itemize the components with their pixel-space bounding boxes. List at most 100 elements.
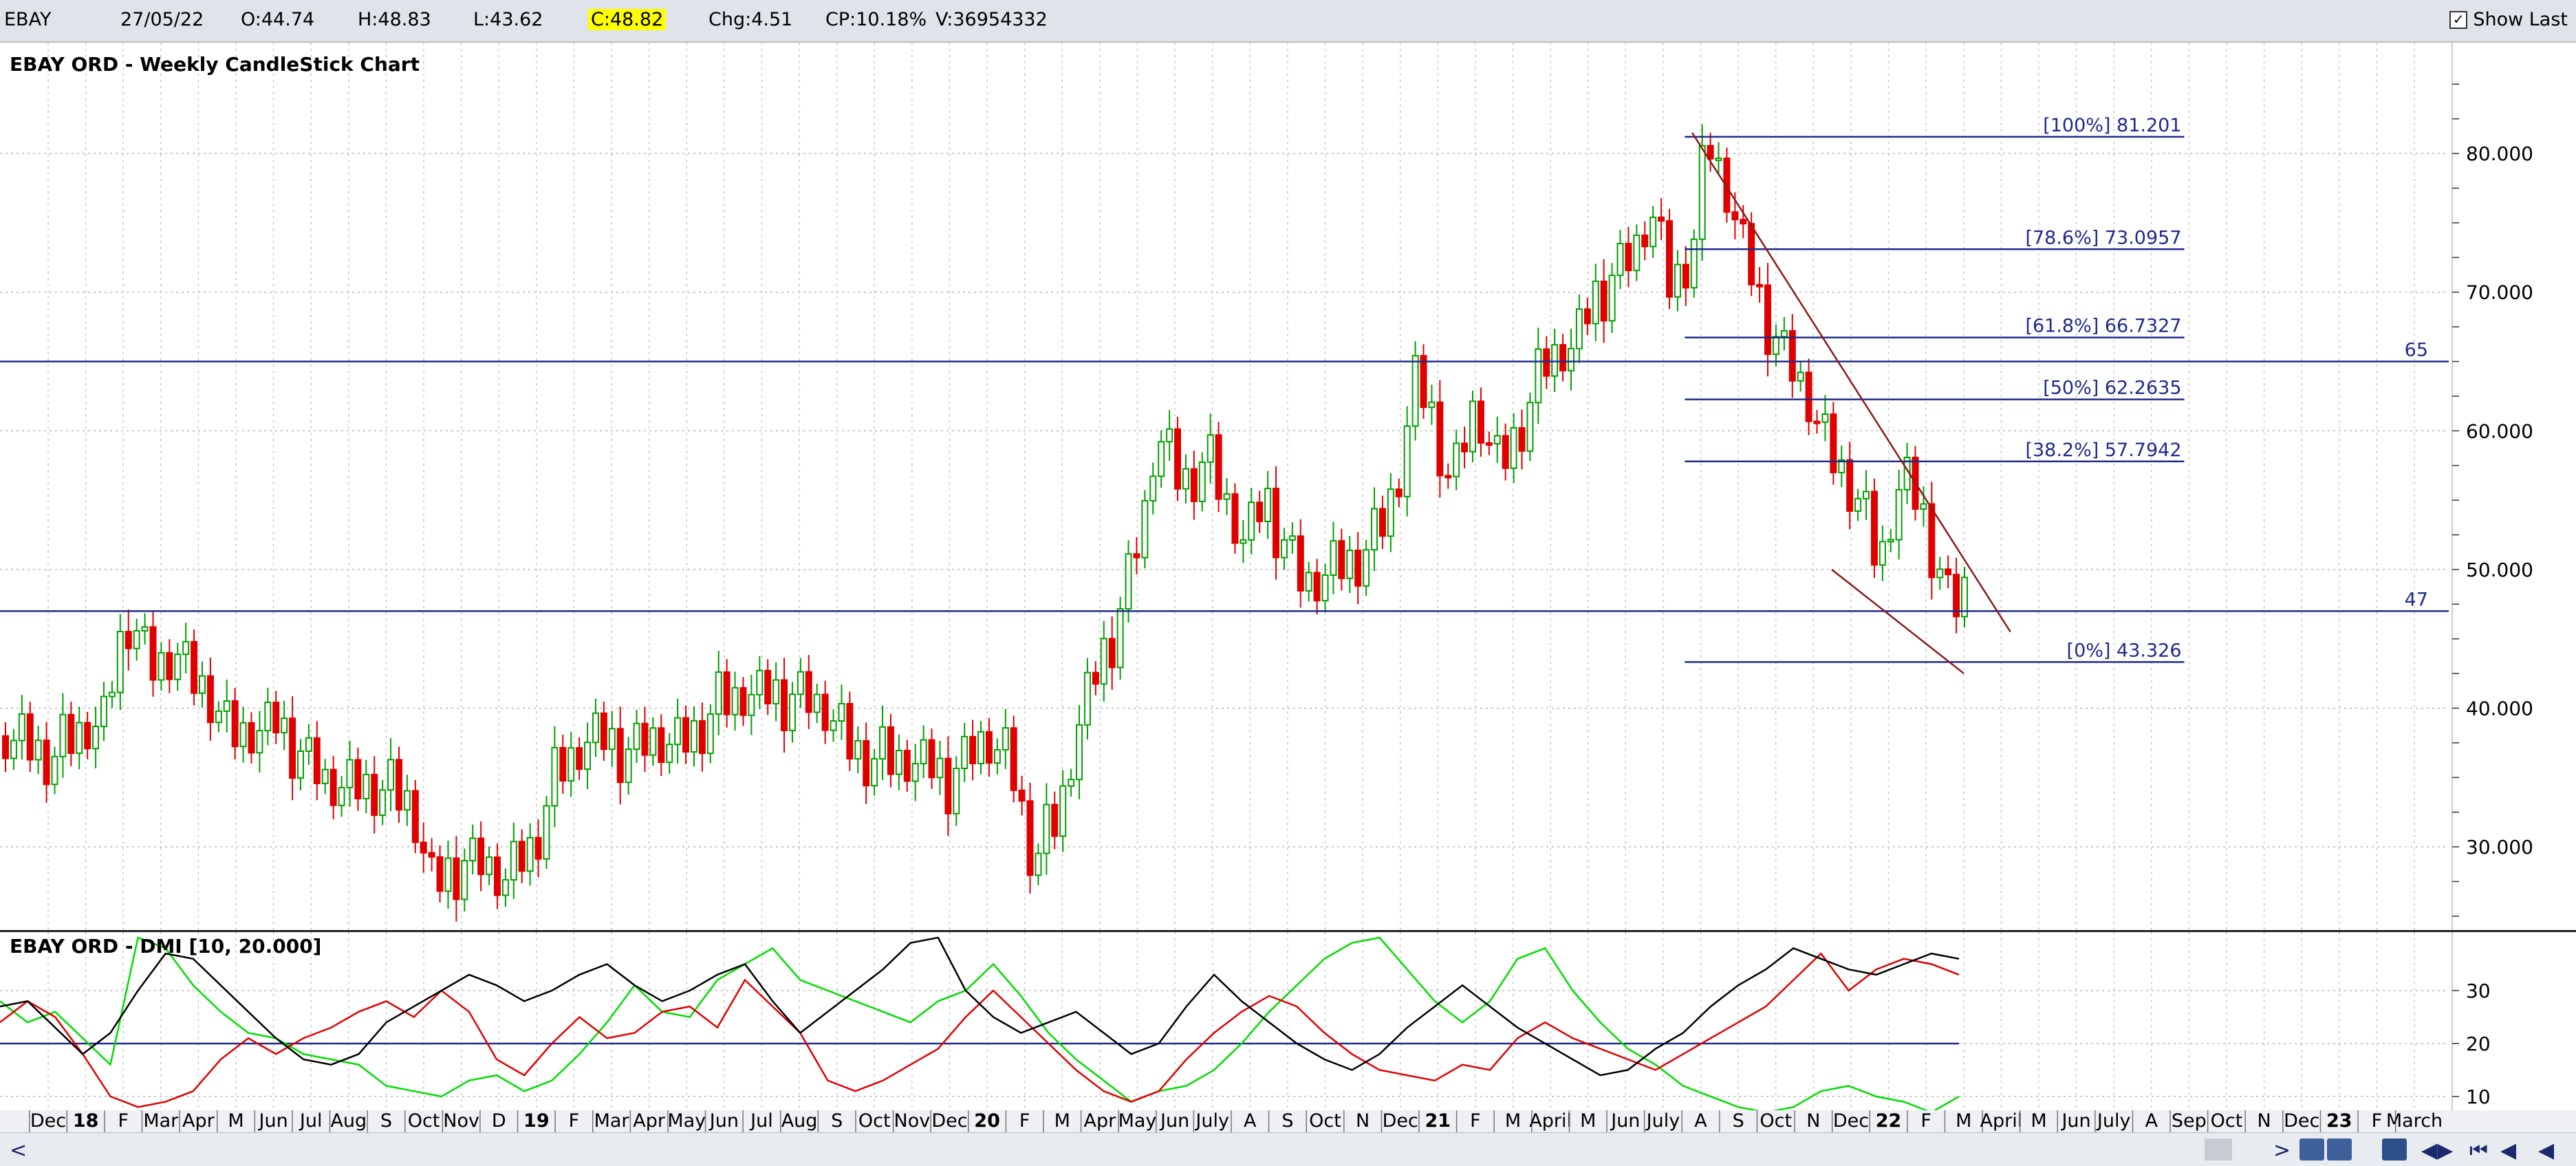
candlestick-series <box>2 124 1968 922</box>
candle-body <box>1305 572 1312 592</box>
go-start-icon[interactable]: ⏮ <box>2469 1138 2488 1163</box>
candle <box>1215 422 1222 512</box>
date-label: Jun <box>708 1110 739 1132</box>
date-label: M <box>1054 1110 1070 1132</box>
candle-body <box>1863 490 1870 499</box>
candle <box>321 759 329 795</box>
date-label: M <box>228 1110 243 1132</box>
candle-body <box>1288 535 1296 541</box>
candle-body <box>1141 499 1149 559</box>
candle <box>1493 416 1501 463</box>
candle <box>1076 704 1083 799</box>
date-label: S <box>831 1110 843 1132</box>
candle <box>133 618 140 661</box>
date-label: Mar <box>594 1110 630 1132</box>
candle-body <box>493 856 501 896</box>
candle-body <box>191 640 198 694</box>
candle <box>34 726 42 775</box>
first-page-icon[interactable]: ◀▶ <box>2421 1138 2454 1163</box>
candle <box>518 829 526 884</box>
candle <box>1141 490 1149 569</box>
date-label: 23 <box>2326 1110 2352 1132</box>
candle-body <box>1387 488 1394 537</box>
save-icon[interactable] <box>2382 1138 2407 1160</box>
candle-body <box>649 727 657 756</box>
candle-body <box>469 837 477 862</box>
scrollbar-thumb[interactable] <box>2205 1138 2232 1160</box>
dmi-tick-label: 10 <box>2466 1086 2491 1108</box>
scroll-left-button[interactable]: < <box>10 1138 28 1163</box>
scroll-navigation-bar[interactable]: < > ◀▶ ⏮ ◀ ◀ <box>0 1132 2576 1166</box>
dmi-chart[interactable]: 30 20 10 EBAY ORD - DMI [10, 20.000] <box>0 932 2576 1111</box>
candle <box>1846 442 1854 530</box>
candle-body <box>125 631 132 649</box>
candle <box>26 702 34 773</box>
candle <box>706 704 714 764</box>
candle <box>59 693 67 778</box>
candle-body <box>313 737 321 784</box>
date-label: Nov <box>894 1110 931 1132</box>
candle <box>1953 557 1960 634</box>
candle <box>1575 294 1583 363</box>
date-label: Jun <box>1610 1110 1640 1132</box>
price-chart[interactable]: 65 47 [100%] 81.201 [78.6%] 73.0957 [61.8%] … <box>0 43 2576 930</box>
step-back-icon[interactable]: ◀ <box>2500 1138 2517 1163</box>
price-grid <box>0 43 2449 930</box>
candle-body <box>182 640 190 656</box>
candle <box>387 738 395 812</box>
candle-body <box>133 630 140 649</box>
candle-body <box>698 720 706 755</box>
date-label: S <box>1281 1110 1293 1132</box>
candle <box>420 822 427 873</box>
candle <box>1879 525 1886 581</box>
candle-body <box>1059 785 1067 837</box>
candle-body <box>256 730 263 754</box>
candle <box>1526 392 1534 462</box>
candle <box>453 836 460 922</box>
candle <box>1658 198 1665 240</box>
candle <box>903 739 911 792</box>
candle <box>567 731 575 797</box>
candle-body <box>206 675 214 724</box>
candle <box>1059 770 1067 852</box>
candle-body <box>1206 434 1214 463</box>
show-last-checkbox[interactable]: ✓ <box>2449 10 2468 29</box>
candle-body <box>371 773 378 817</box>
candle-body <box>854 739 862 760</box>
candle-body <box>625 748 632 784</box>
candle <box>1428 385 1436 425</box>
step-forward-icon[interactable]: ◀ <box>2538 1138 2555 1163</box>
candle <box>944 736 952 836</box>
candle-body <box>59 713 67 757</box>
candle-body <box>1469 400 1477 453</box>
fibonacci-level-label: [38.2%] 57.7942 <box>2025 440 2181 461</box>
candle-body <box>1666 220 1674 298</box>
show-last-toggle[interactable]: ✓ Show Last <box>2449 9 2568 30</box>
candle <box>1231 483 1239 554</box>
zoom-in-icon[interactable] <box>2299 1138 2324 1160</box>
scroll-right-button[interactable]: > <box>2273 1138 2291 1163</box>
candle <box>1690 229 1698 298</box>
date-label: A <box>2145 1110 2158 1132</box>
candle-body <box>1273 488 1280 559</box>
dmi-line <box>0 936 1960 1111</box>
candle <box>1715 142 1722 175</box>
candle-body <box>346 759 354 788</box>
candle-body <box>1731 211 1739 221</box>
candle <box>116 614 124 711</box>
candle <box>1772 324 1779 367</box>
candle-body <box>723 671 730 715</box>
symbol-label: EBAY <box>4 9 52 30</box>
candle <box>510 822 517 899</box>
zoom-out-icon[interactable] <box>2327 1138 2352 1160</box>
candle-body <box>797 671 804 695</box>
date-label: 19 <box>523 1110 550 1132</box>
candle-body <box>1428 401 1436 409</box>
candle <box>616 706 624 805</box>
candle-body <box>1354 550 1362 587</box>
candle <box>625 737 632 795</box>
candle <box>1288 522 1296 554</box>
date-label: N <box>1356 1110 1370 1132</box>
candle-body <box>1551 344 1559 377</box>
candle <box>658 714 665 777</box>
